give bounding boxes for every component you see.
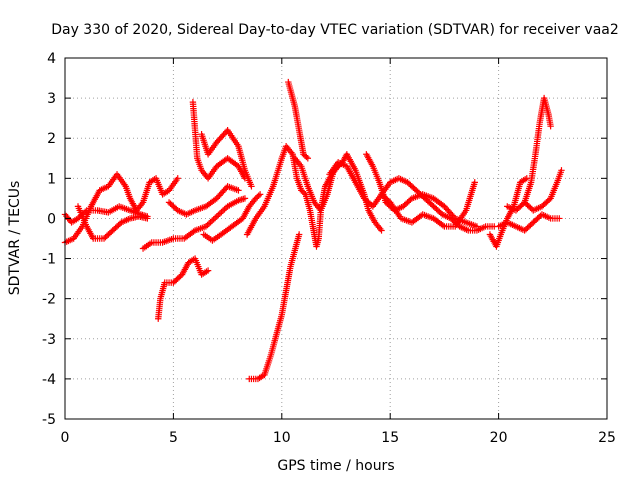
series-arc-12: [285, 78, 312, 162]
data-point: [471, 179, 478, 186]
data-point: [204, 267, 212, 274]
data-point: [213, 213, 220, 220]
data-point: [241, 195, 249, 202]
data-point: [301, 189, 308, 197]
data-point: [235, 187, 242, 194]
y-tick-label: 0: [47, 211, 56, 227]
chart-title: Day 330 of 2020, Sidereal Day-to-day VTE…: [51, 22, 619, 38]
x-tick-label: 0: [61, 430, 70, 446]
x-axis-label: GPS time / hours: [277, 458, 394, 474]
y-axis-label: SDTVAR / TECUs: [7, 181, 23, 296]
x-tick-label: 20: [490, 430, 508, 446]
data-point: [256, 191, 264, 198]
data-point: [174, 175, 181, 182]
series-arc-7: [189, 98, 249, 182]
data-point: [221, 206, 228, 213]
data-point: [207, 218, 214, 226]
data-point: [304, 155, 312, 162]
series-arc-10: [246, 231, 303, 383]
data-point: [407, 196, 414, 203]
data-point: [205, 220, 213, 227]
series-arc-20: [521, 167, 565, 214]
plot-frame: [64, 57, 608, 420]
series-arc-18: [495, 211, 563, 234]
series-arc-13: [291, 151, 385, 234]
y-tick-label: 4: [47, 51, 56, 67]
series-arc-3: [74, 203, 151, 242]
y-tick-label: -2: [42, 292, 56, 308]
x-tick-label: 5: [169, 430, 178, 446]
data-point: [473, 223, 481, 230]
data-point: [219, 207, 227, 214]
series-arc-8: [198, 127, 255, 190]
data-point: [216, 210, 224, 217]
data-points: [61, 78, 565, 383]
y-tick-label: 2: [47, 131, 56, 147]
y-tick-label: 1: [47, 171, 56, 187]
data-point: [558, 167, 565, 174]
data-point: [547, 122, 554, 130]
series-arc-4: [139, 195, 249, 252]
data-point: [255, 192, 262, 199]
y-tick-label: 3: [47, 91, 56, 107]
data-point: [218, 208, 225, 216]
grid: [65, 58, 607, 419]
y-tick-label: -5: [42, 412, 56, 428]
data-point: [215, 211, 222, 219]
series-arc-9: [200, 191, 264, 244]
data-point: [210, 216, 217, 223]
series-arc-2: [61, 171, 181, 246]
x-tick-label: 10: [273, 430, 291, 446]
series-arc-15: [363, 151, 481, 230]
data-point: [295, 231, 303, 238]
data-point: [545, 196, 553, 203]
y-tick-labels: -5 -4 -3 -2 -1 0 1 2 3 4: [42, 51, 56, 428]
data-point: [303, 153, 310, 161]
series-arc-17: [486, 175, 530, 250]
x-tick-label: 25: [598, 430, 616, 446]
data-point: [212, 214, 219, 222]
data-point: [248, 183, 255, 190]
series-arc-6: [165, 183, 242, 218]
data-point: [556, 215, 563, 222]
y-tick-label: -4: [42, 372, 56, 388]
data-point: [144, 215, 151, 222]
x-tick-label: 15: [381, 430, 399, 446]
series-arc-19: [504, 94, 554, 214]
data-point: [378, 227, 385, 234]
x-tick-labels: 0 5 10 15 20 25: [61, 430, 616, 446]
series-arc-16: [378, 179, 478, 230]
y-tick-label: -1: [42, 252, 56, 268]
y-tick-label: -3: [42, 332, 56, 348]
axis-ticks: [64, 57, 608, 420]
series-arc-14: [326, 159, 498, 234]
series-arc-5: [155, 255, 212, 322]
